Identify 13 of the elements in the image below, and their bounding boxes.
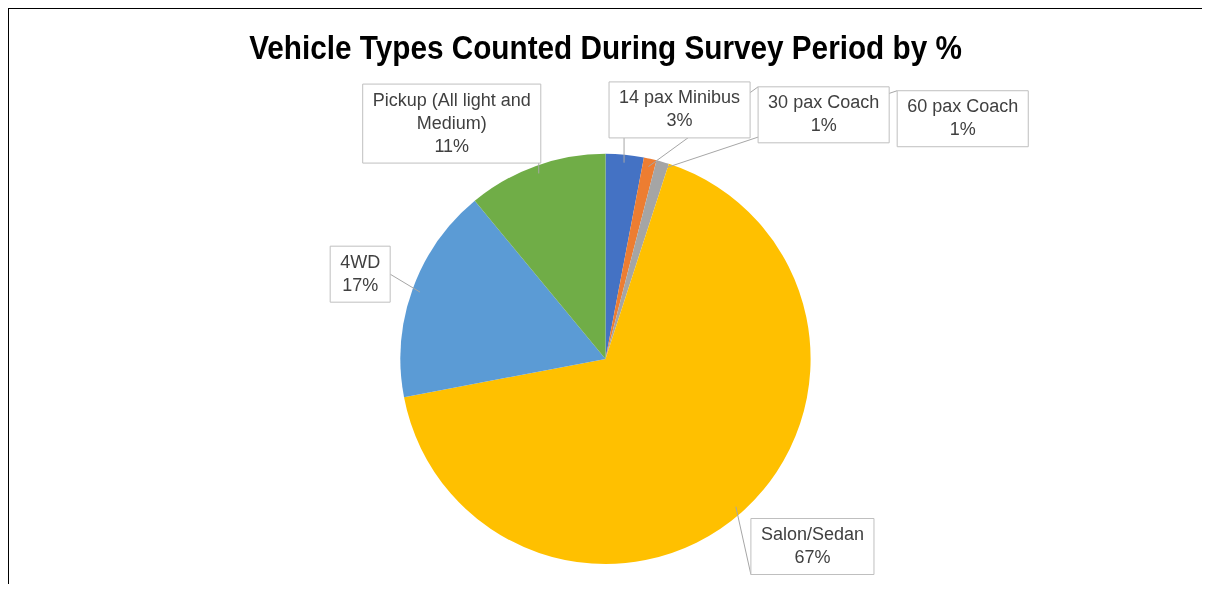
slice-label: 60 pax Coach	[907, 96, 1019, 117]
data-label: 11%	[434, 135, 470, 156]
data-label: 17%	[342, 274, 379, 295]
data-label: 1%	[810, 115, 837, 136]
slice-label: 30 pax Coach	[768, 92, 880, 113]
data-label: 1%	[949, 119, 976, 140]
chart-title: Vehicle Types Counted During Survey Period by %	[249, 27, 962, 67]
data-label: 3%	[666, 110, 693, 131]
slice-label: Salon/Sedan	[760, 523, 864, 544]
slice-label: 4WD	[340, 251, 381, 272]
slice-label: 14 pax Minibus	[619, 87, 741, 108]
data-label: 67%	[794, 546, 831, 567]
slice-label: Pickup (All light and Medium)	[372, 89, 531, 133]
